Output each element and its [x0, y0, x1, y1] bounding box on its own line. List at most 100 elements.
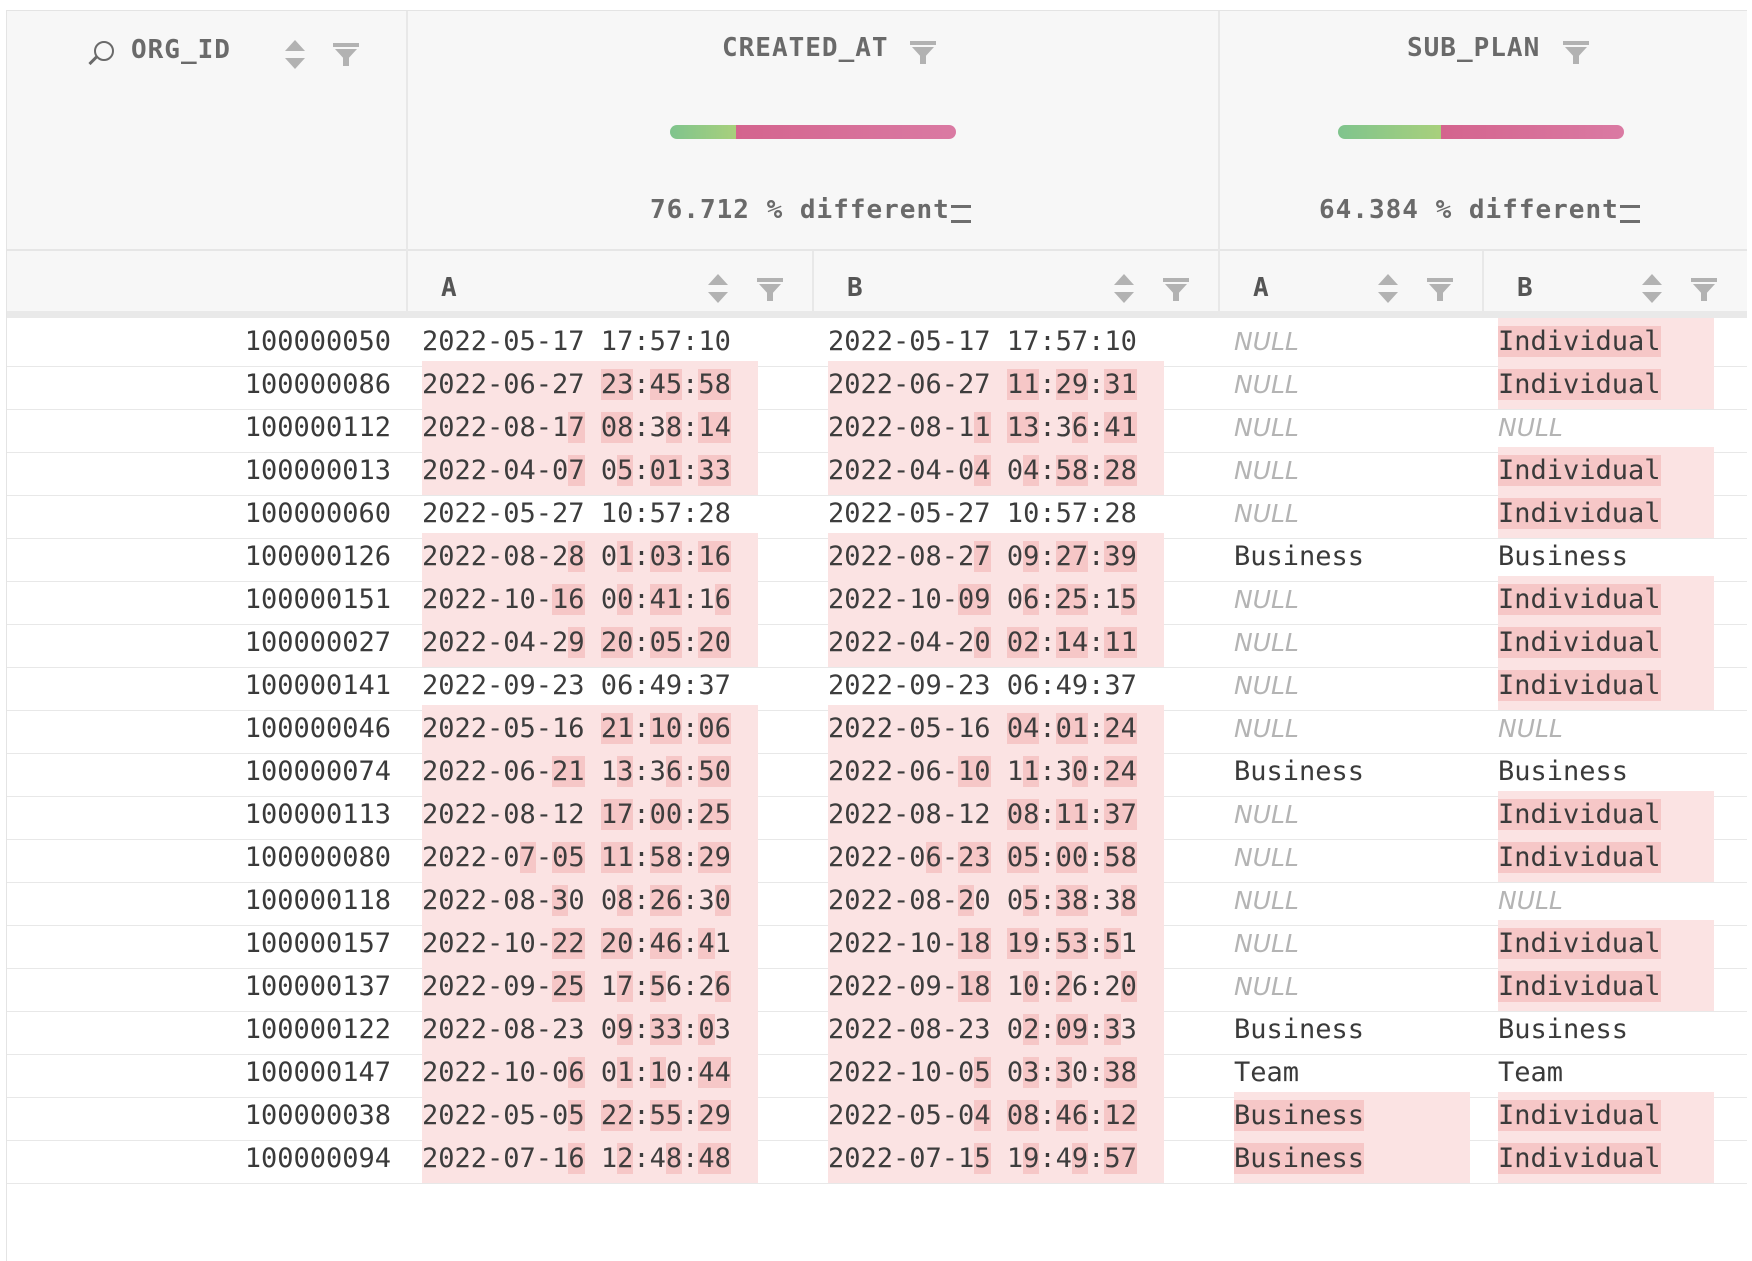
org-id-cell: 100000080 — [244, 842, 391, 873]
filter-icon[interactable] — [333, 43, 359, 67]
sub-plan-cell: NULL — [1234, 671, 1299, 700]
created-at-cell: 2022-04-07 05:01:33 — [422, 447, 758, 495]
diff-ratio-bar — [1338, 125, 1624, 139]
table-row[interactable]: 100000013 2022-04-07 05:01:33 2022-04-04 0… — [7, 447, 1747, 496]
org-id-cell: 100000151 — [244, 584, 391, 615]
created-at-cell: 2022-08-12 17:00:25 — [422, 791, 758, 839]
table-row[interactable]: 100000122 2022-08-23 09:33:03 2022-08-23 0… — [7, 1006, 1747, 1055]
table-row[interactable]: 100000094 2022-07-16 12:48:48 2022-07-15 1… — [7, 1135, 1747, 1184]
sub-plan-cell: NULL — [1234, 585, 1299, 614]
created-at-cell: 2022-08-23 02:09:33 — [828, 1006, 1164, 1054]
table-row[interactable]: 100000126 2022-08-28 01:03:16 2022-08-27 0… — [7, 533, 1747, 582]
org-id-cell: 100000112 — [244, 412, 391, 443]
created-at-cell: 2022-09-18 10:26:20 — [828, 963, 1164, 1011]
created-at-cell: 2022-07-16 12:48:48 — [422, 1135, 758, 1183]
table-row[interactable]: 100000151 2022-10-16 00:41:16 2022-10-09 0… — [7, 576, 1747, 625]
col-divider — [406, 11, 408, 311]
created-at-cell: 2022-05-27 10:57:28 — [422, 498, 731, 529]
table-row[interactable]: 100000038 2022-05-05 22:55:29 2022-05-04 0… — [7, 1092, 1747, 1141]
table-row[interactable]: 100000113 2022-08-12 17:00:25 2022-08-12 0… — [7, 791, 1747, 840]
sub-plan-cell: NULL — [1234, 499, 1299, 528]
filter-icon[interactable] — [1563, 41, 1589, 65]
created-at-cell: 2022-04-04 04:58:28 — [828, 447, 1164, 495]
table-row[interactable]: 100000112 2022-08-17 08:38:14 2022-08-11 1… — [7, 404, 1747, 453]
filter-icon[interactable] — [757, 278, 783, 302]
sub-plan-cell: Individual — [1498, 834, 1714, 882]
created-at-cell: 2022-05-05 22:55:29 — [422, 1092, 758, 1140]
table-row[interactable]: 100000060 2022-05-27 10:57:28 2022-05-27 1… — [7, 490, 1747, 539]
table-row[interactable]: 100000086 2022-06-27 23:45:58 2022-06-27 1… — [7, 361, 1747, 410]
created-at-label: CREATED_AT — [722, 33, 889, 63]
sub-plan-cell: NULL — [1234, 456, 1299, 485]
sort-icon[interactable] — [1113, 273, 1135, 307]
org-id-cell: 100000086 — [244, 369, 391, 400]
equals-icon[interactable] — [951, 205, 971, 223]
org-id-cell: 100000074 — [244, 756, 391, 787]
created-at-a-label: A — [441, 273, 458, 303]
created-at-cell: 2022-10-16 00:41:16 — [422, 576, 758, 624]
sub-plan-cell: Individual — [1498, 361, 1714, 409]
org-id-cell: 100000137 — [244, 971, 391, 1002]
sub-plan-b-label: B — [1517, 273, 1534, 303]
table-row[interactable]: 100000118 2022-08-30 08:26:30 2022-08-20 0… — [7, 877, 1747, 926]
created-at-cell: 2022-05-27 10:57:28 — [828, 498, 1137, 529]
sort-icon[interactable] — [284, 39, 306, 73]
table-row[interactable]: 100000050 2022-05-17 17:57:10 2022-05-17 1… — [7, 318, 1747, 367]
search-icon[interactable] — [94, 41, 114, 61]
table-row[interactable]: 100000074 2022-06-21 13:36:50 2022-06-10 1… — [7, 748, 1747, 797]
table-row[interactable]: 100000141 2022-09-23 06:49:37 2022-09-23 0… — [7, 662, 1747, 711]
sub-plan-cell: NULL — [1234, 800, 1299, 829]
org-id-cell: 100000050 — [244, 326, 391, 357]
equals-icon[interactable] — [1620, 205, 1640, 223]
table-row[interactable]: 100000157 2022-10-22 20:46:41 2022-10-18 1… — [7, 920, 1747, 969]
filter-icon[interactable] — [1691, 278, 1717, 302]
created-at-cell: 2022-09-23 06:49:37 — [828, 670, 1137, 701]
created-at-cell: 2022-08-17 08:38:14 — [422, 404, 758, 452]
org-id-cell: 100000038 — [244, 1100, 391, 1131]
sub-plan-cell: Business — [1234, 541, 1365, 572]
filter-icon[interactable] — [1427, 278, 1453, 302]
diff-ratio-bar — [670, 125, 956, 139]
sub-plan-cell: Individual — [1498, 619, 1714, 667]
sub-plan-cell: NULL — [1234, 327, 1299, 356]
filter-icon[interactable] — [1163, 278, 1189, 302]
sub-plan-cell: NULL — [1234, 370, 1299, 399]
sub-plan-cell: NULL — [1234, 843, 1299, 872]
sub-plan-cell: NULL — [1234, 972, 1299, 1001]
sub-plan-cell: Business — [1498, 1014, 1629, 1045]
created-at-cell: 2022-06-27 11:29:31 — [828, 361, 1164, 409]
org-id-cell: 100000094 — [244, 1143, 391, 1174]
sub-plan-cell: NULL — [1498, 714, 1563, 743]
sort-icon[interactable] — [707, 273, 729, 307]
sub-plan-cell: Business — [1234, 1014, 1365, 1045]
org-id-cell: 100000126 — [244, 541, 391, 572]
org-id-label: ORG_ID — [131, 35, 231, 65]
org-id-cell: 100000113 — [244, 799, 391, 830]
filter-icon[interactable] — [910, 41, 936, 65]
org-id-cell: 100000141 — [244, 670, 391, 701]
sort-icon[interactable] — [1377, 273, 1399, 307]
created-at-cell: 2022-08-12 08:11:37 — [828, 791, 1164, 839]
table-row[interactable]: 100000046 2022-05-16 21:10:06 2022-05-16 0… — [7, 705, 1747, 754]
sub-plan-cell: Team — [1234, 1057, 1300, 1088]
created-at-cell: 2022-08-23 09:33:03 — [422, 1006, 758, 1054]
created-at-cell: 2022-09-25 17:56:26 — [422, 963, 758, 1011]
table-row[interactable]: 100000080 2022-07-05 11:58:29 2022-06-23 0… — [7, 834, 1747, 883]
org-id-cell: 100000118 — [244, 885, 391, 916]
created-at-cell: 2022-10-09 06:25:15 — [828, 576, 1164, 624]
org-id-cell: 100000013 — [244, 455, 391, 486]
created-at-cell: 2022-07-15 19:49:57 — [828, 1135, 1164, 1183]
sub-plan-cell: NULL — [1498, 413, 1563, 442]
table-row[interactable]: 100000137 2022-09-25 17:56:26 2022-09-18 1… — [7, 963, 1747, 1012]
table-row[interactable]: 100000147 2022-10-06 01:10:44 2022-10-05 0… — [7, 1049, 1747, 1098]
sub-plan-cell: Individual — [1498, 963, 1714, 1011]
created-at-cell: 2022-08-20 05:38:38 — [828, 877, 1164, 925]
col-divider — [812, 251, 814, 311]
created-at-cell: 2022-05-04 08:46:12 — [828, 1092, 1164, 1140]
table-row[interactable]: 100000027 2022-04-29 20:05:20 2022-04-20 0… — [7, 619, 1747, 668]
created-at-cell: 2022-10-22 20:46:41 — [422, 920, 758, 968]
sub-plan-cell: Individual — [1498, 662, 1714, 710]
sort-icon[interactable] — [1641, 273, 1663, 307]
org-id-cell: 100000122 — [244, 1014, 391, 1045]
diff-grid: ORG_ID CREATED_AT 76.712 % different SUB… — [6, 10, 1747, 1261]
